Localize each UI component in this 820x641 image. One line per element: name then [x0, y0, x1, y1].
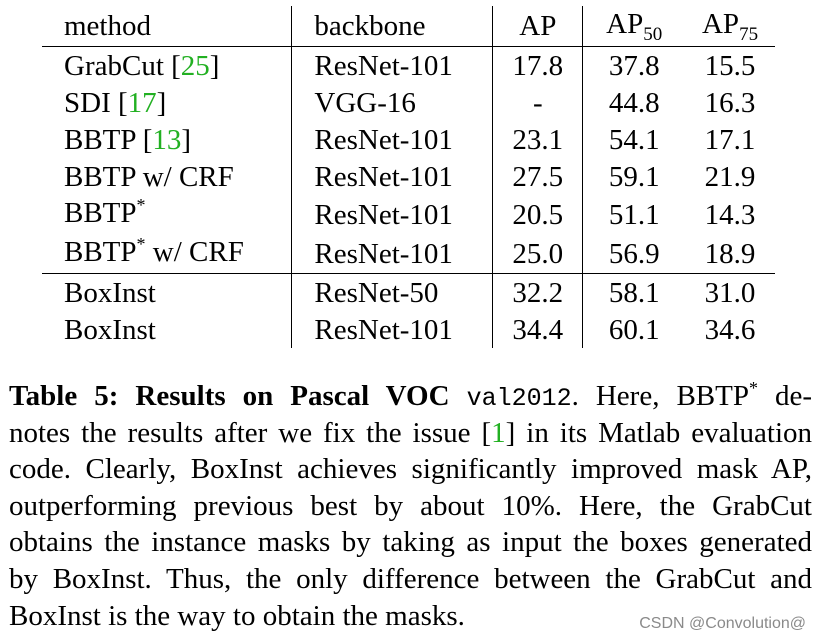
watermark: CSDN @Convolution@ — [639, 615, 806, 632]
method-cell: SDI [17] — [42, 84, 293, 121]
caption-label: Table 5: Results on Pascal VOC — [9, 380, 450, 412]
ap75-cell: 14.3 — [704, 198, 756, 231]
caption-text: ] in its Matlab evaluation — [505, 416, 813, 449]
ap-cell: 32.2 — [492, 273, 584, 311]
caption-line-5: obtains the instance masks by taking as … — [9, 526, 812, 559]
backbone-cell: ResNet-101 — [291, 121, 494, 158]
header-row: method backbone AP AP50 AP75 — [42, 6, 775, 47]
baseline-rows: GrabCut [25] ResNet-101 17.8 37.8 15.5 SDI [1… — [42, 46, 775, 274]
header-ap75-sub: 75 — [739, 24, 759, 45]
method-name: BBTP w/ CRF — [64, 160, 234, 193]
header-ap50-base: AP — [606, 8, 644, 40]
method-cell: GrabCut [25] — [42, 46, 293, 84]
method-cell: BBTP* w/ CRF — [42, 234, 293, 274]
ap-cell: - — [492, 84, 584, 121]
backbone-cell: VGG-16 — [291, 84, 494, 121]
ap50-cell: 56.9 — [608, 237, 660, 270]
method-superscript: * — [136, 195, 146, 215]
table-row-ours: BoxInst ResNet-50 32.2 58.1 31.0 — [42, 273, 775, 311]
table-row: BBTP* w/ CRF ResNet-101 25.0 56.9 18.9 — [42, 234, 775, 274]
ap75-cell: 34.6 — [704, 313, 756, 346]
header-backbone: backbone — [291, 6, 494, 47]
method-name: SDI — [64, 86, 111, 119]
method-name: GrabCut — [64, 49, 164, 82]
ap75-cell: 16.3 — [704, 86, 756, 119]
header-ap: AP — [492, 6, 584, 47]
ap-cell: 34.4 — [492, 311, 584, 348]
ap-cell: 23.1 — [492, 121, 584, 158]
table-row: BBTP [13] ResNet-101 23.1 54.1 17.1 — [42, 121, 775, 158]
citation-link[interactable]: 13 — [152, 123, 182, 156]
caption-line-7: BoxInst is the way to obtain the masks. — [9, 599, 465, 632]
caption-citation-link[interactable]: 1 — [491, 416, 506, 449]
ap50-cell: 59.1 — [608, 160, 660, 193]
caption-line-2: notes the results after we fix the issue… — [9, 415, 812, 452]
backbone-cell: ResNet-101 — [291, 46, 494, 84]
table-row: SDI [17] VGG-16-44.8 16.3 — [42, 84, 775, 121]
method-suffix: w/ CRF — [145, 236, 244, 268]
method-cell: BBTP w/ CRF — [42, 158, 293, 195]
caption-line-1: Table 5: Results on Pascal VOC val2012. … — [9, 378, 812, 415]
caption-code: val2012 — [466, 384, 572, 413]
ap75-cell: 15.5 — [704, 49, 756, 82]
backbone-cell: ResNet-101 — [291, 234, 494, 274]
results-table: method backbone AP AP50 AP75 GrabCut [25… — [42, 6, 775, 348]
ap50-cell: 37.8 — [608, 49, 660, 82]
table-row-ours: BoxInst ResNet-101 34.4 60.1 34.6 — [42, 311, 775, 348]
ap50-cell: 54.1 — [608, 123, 660, 156]
method-cell: BoxInst — [42, 311, 293, 348]
citation-link[interactable]: 17 — [127, 86, 157, 119]
caption-line-4: outperforming previous best by about 10%… — [9, 489, 812, 522]
table-row: BBTP* ResNet-101 20.5 51.1 14.3 — [42, 195, 775, 234]
table-caption: Table 5: Results on Pascal VOC val2012. … — [9, 378, 812, 634]
header-ap50: AP50 — [582, 6, 686, 47]
ours-rows: BoxInst ResNet-50 32.2 58.1 31.0 BoxInst ResNe… — [42, 273, 775, 348]
ap50-cell: 58.1 — [582, 273, 686, 311]
header-ap75-base: AP — [701, 8, 740, 40]
ap50-cell: 60.1 — [608, 313, 660, 346]
caption-line-3: code. Clearly, BoxInst achieves signific… — [9, 453, 812, 486]
header-method: method — [42, 6, 293, 47]
method-superscript: * — [136, 234, 146, 254]
ap50-cell: 51.1 — [608, 198, 660, 231]
backbone-cell: ResNet-101 — [291, 158, 494, 195]
ap75-cell: 18.9 — [704, 237, 756, 270]
ap-cell: 27.5 — [492, 158, 584, 195]
table-row: GrabCut [25] ResNet-101 17.8 37.8 15.5 — [42, 46, 775, 84]
caption-text: notes the results after we fix the issue… — [9, 416, 492, 449]
caption-sup: * — [748, 378, 758, 398]
caption-line-6: by BoxInst. Thus, the only difference be… — [9, 562, 812, 595]
header-ap50-sub: 50 — [643, 24, 663, 45]
ap75-cell: 17.1 — [704, 123, 756, 156]
ap-cell: 25.0 — [492, 234, 584, 274]
caption-text: de- — [757, 380, 813, 412]
backbone-cell: ResNet-101 — [291, 311, 494, 348]
method-cell: BBTP* — [42, 195, 293, 234]
ap-cell: 17.8 — [492, 46, 584, 84]
method-name: BBTP — [64, 197, 137, 229]
backbone-cell: ResNet-50 — [291, 273, 494, 311]
method-cell: BBTP [13] — [42, 121, 293, 158]
backbone-cell: ResNet-101 — [291, 195, 494, 234]
caption-text: . Here, BBTP — [571, 380, 749, 412]
citation-link[interactable]: 25 — [180, 49, 210, 82]
method-cell: BoxInst — [42, 273, 293, 311]
ap75-cell: 31.0 — [685, 273, 775, 311]
ap75-cell: 21.9 — [704, 160, 756, 193]
method-name: BBTP — [64, 123, 136, 156]
ap-cell: 20.5 — [492, 195, 584, 234]
method-name: BBTP — [64, 236, 137, 268]
ap50-cell: 44.8 — [608, 86, 660, 119]
table-row: BBTP w/ CRF ResNet-101 27.5 59.1 21.9 — [42, 158, 775, 195]
header-ap75: AP75 — [685, 6, 775, 47]
